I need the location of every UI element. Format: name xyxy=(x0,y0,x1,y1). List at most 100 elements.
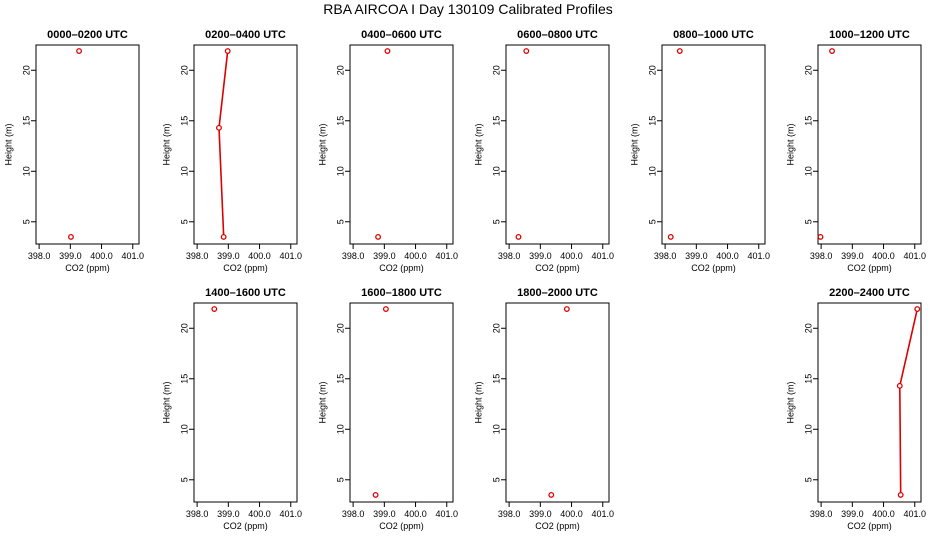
panel-4: 0800–1000 UTC 398.0 399.0 400.0 401.0 5 10 15 20… xyxy=(629,29,770,273)
x-tick-label: 398.0 xyxy=(186,509,209,519)
x-tick-label: 399.0 xyxy=(529,509,552,519)
plot-frame xyxy=(661,44,766,245)
x-tick-label: 399.0 xyxy=(685,251,708,261)
x-tick-label: 400.0 xyxy=(872,509,895,519)
plot-frame xyxy=(817,302,922,503)
panel-title: 0000–0200 UTC xyxy=(47,29,128,41)
panel-title: 1800–2000 UTC xyxy=(517,287,598,299)
data-point xyxy=(515,233,522,240)
data-point xyxy=(914,306,921,313)
y-tick-label: 10 xyxy=(491,166,501,176)
x-tick-label: 401.0 xyxy=(121,251,144,261)
y-axis-label: Height (m) xyxy=(317,381,327,423)
y-axis-label: Height (m) xyxy=(3,123,13,165)
x-tick-label: 399.0 xyxy=(841,509,864,519)
x-axis-label: CO2 (ppm) xyxy=(691,263,736,273)
x-axis-label: CO2 (ppm) xyxy=(223,521,268,531)
panel-title: 1600–1800 UTC xyxy=(361,287,442,299)
data-point xyxy=(372,491,379,498)
y-tick-label: 5 xyxy=(803,477,813,482)
y-tick-label: 10 xyxy=(803,166,813,176)
y-tick-label: 20 xyxy=(335,323,345,333)
y-tick-label: 20 xyxy=(491,323,501,333)
y-axis-label: Height (m) xyxy=(785,381,795,423)
x-tick-label: 401.0 xyxy=(591,251,614,261)
x-tick-label: 401.0 xyxy=(747,251,770,261)
y-tick-label: 10 xyxy=(803,424,813,434)
panel-5: 1000–1200 UTC 398.0 399.0 400.0 401.0 5 10 15 20… xyxy=(785,29,926,273)
x-tick-label: 400.0 xyxy=(560,251,583,261)
x-tick-label: 400.0 xyxy=(248,509,271,519)
y-tick-label: 15 xyxy=(647,116,657,126)
y-tick-label: 10 xyxy=(335,424,345,434)
data-point xyxy=(548,491,555,498)
data-point xyxy=(382,306,389,313)
y-tick-label: 10 xyxy=(21,166,31,176)
panel-3: 0600–0800 UTC 398.0 399.0 400.0 401.0 5 10 15 20… xyxy=(473,29,614,273)
x-axis-label: CO2 (ppm) xyxy=(847,263,892,273)
plot-frame xyxy=(193,44,298,245)
data-point xyxy=(375,233,382,240)
main-title: RBA AIRCOA I Day 130109 Calibrated Profi… xyxy=(323,1,613,17)
y-tick-label: 10 xyxy=(179,424,189,434)
x-axis-label: CO2 (ppm) xyxy=(535,521,580,531)
x-tick-label: 400.0 xyxy=(716,251,739,261)
y-tick-label: 20 xyxy=(335,65,345,75)
data-point xyxy=(76,48,83,55)
x-tick-label: 398.0 xyxy=(498,509,521,519)
x-tick-label: 401.0 xyxy=(279,251,302,261)
y-tick-label: 10 xyxy=(335,166,345,176)
data-point xyxy=(563,306,570,313)
panel-title: 1000–1200 UTC xyxy=(829,29,910,41)
x-tick-label: 400.0 xyxy=(248,251,271,261)
plot-frame xyxy=(193,302,298,503)
plot-frame xyxy=(505,44,610,245)
data-point xyxy=(224,48,231,55)
y-tick-label: 10 xyxy=(491,424,501,434)
x-axis-label: CO2 (ppm) xyxy=(223,263,268,273)
x-tick-label: 399.0 xyxy=(373,509,396,519)
x-tick-label: 398.0 xyxy=(498,251,521,261)
panel-0: 0000–0200 UTC 398.0 399.0 400.0 401.0 5 10 15 20… xyxy=(3,29,144,273)
x-tick-label: 399.0 xyxy=(59,251,82,261)
x-axis-label: CO2 (ppm) xyxy=(847,521,892,531)
x-axis-label: CO2 (ppm) xyxy=(65,263,110,273)
plot-frame xyxy=(817,44,922,245)
data-point xyxy=(523,48,530,55)
x-tick-label: 399.0 xyxy=(217,509,240,519)
y-axis-label: Height (m) xyxy=(317,123,327,165)
panel-title: 0400–0600 UTC xyxy=(361,29,442,41)
panel-9: 2200–2400 UTC 398.0 399.0 400.0 401.0 5 10 15 20… xyxy=(785,287,926,531)
data-point xyxy=(667,233,674,240)
x-tick-label: 399.0 xyxy=(841,251,864,261)
y-tick-label: 20 xyxy=(803,65,813,75)
panel-8: 1800–2000 UTC 398.0 399.0 400.0 401.0 5 10 15 20… xyxy=(473,287,614,531)
x-tick-label: 401.0 xyxy=(591,509,614,519)
x-tick-label: 399.0 xyxy=(529,251,552,261)
y-tick-label: 5 xyxy=(179,477,189,482)
x-tick-label: 400.0 xyxy=(90,251,113,261)
data-point xyxy=(896,382,903,389)
x-tick-label: 398.0 xyxy=(654,251,677,261)
x-tick-label: 398.0 xyxy=(186,251,209,261)
y-tick-label: 20 xyxy=(803,323,813,333)
panel-title: 1400–1600 UTC xyxy=(205,287,286,299)
x-tick-label: 398.0 xyxy=(342,509,365,519)
panel-2: 0400–0600 UTC 398.0 399.0 400.0 401.0 5 10 15 20… xyxy=(317,29,458,273)
y-tick-label: 20 xyxy=(179,65,189,75)
panel-title: 0200–0400 UTC xyxy=(205,29,286,41)
data-point xyxy=(897,491,904,498)
data-point xyxy=(68,233,74,240)
x-tick-label: 400.0 xyxy=(560,509,583,519)
y-tick-label: 5 xyxy=(335,219,345,224)
y-tick-label: 5 xyxy=(491,477,501,482)
x-tick-label: 400.0 xyxy=(872,251,895,261)
x-axis-label: CO2 (ppm) xyxy=(379,263,424,273)
x-tick-label: 398.0 xyxy=(810,509,833,519)
y-tick-label: 5 xyxy=(647,219,657,224)
panel-1: 0200–0400 UTC 398.0 399.0 400.0 401.0 5 10 15 20… xyxy=(161,29,302,273)
y-tick-label: 5 xyxy=(21,219,31,224)
y-axis-label: Height (m) xyxy=(785,123,795,165)
data-point xyxy=(220,233,227,240)
